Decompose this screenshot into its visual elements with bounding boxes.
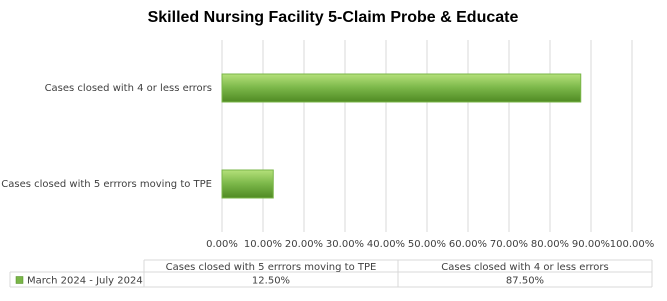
x-tick-label: 30.00% — [326, 239, 364, 250]
y-tick-label: Cases closed with 4 or less errors — [45, 83, 212, 94]
x-tick-label: 50.00% — [408, 239, 446, 250]
x-tick-label: 20.00% — [285, 239, 323, 250]
legend-swatch — [15, 276, 24, 284]
table-value: 12.50% — [252, 276, 290, 287]
x-tick-label: 10.00% — [244, 239, 282, 250]
x-tick-label: 60.00% — [449, 239, 487, 250]
legend-label: March 2024 - July 2024 — [27, 276, 143, 287]
x-tick-label: 100.00% — [610, 239, 655, 250]
table-header: Cases closed with 4 or less errors — [441, 262, 608, 273]
x-tick-label: 70.00% — [490, 239, 528, 250]
bar — [221, 73, 582, 103]
bar — [221, 169, 274, 199]
table-header: Cases closed with 5 errrors moving to TP… — [166, 262, 377, 273]
table-value: 87.50% — [506, 276, 544, 287]
x-tick-label: 40.00% — [367, 239, 405, 250]
y-tick-label: Cases closed with 5 errrors moving to TP… — [1, 179, 212, 190]
x-tick-label: 0.00% — [206, 239, 238, 250]
x-tick-label: 80.00% — [531, 239, 569, 250]
x-tick-label: 90.00% — [572, 239, 610, 250]
chart-title: Skilled Nursing Facility 5-Claim Probe &… — [148, 9, 519, 26]
